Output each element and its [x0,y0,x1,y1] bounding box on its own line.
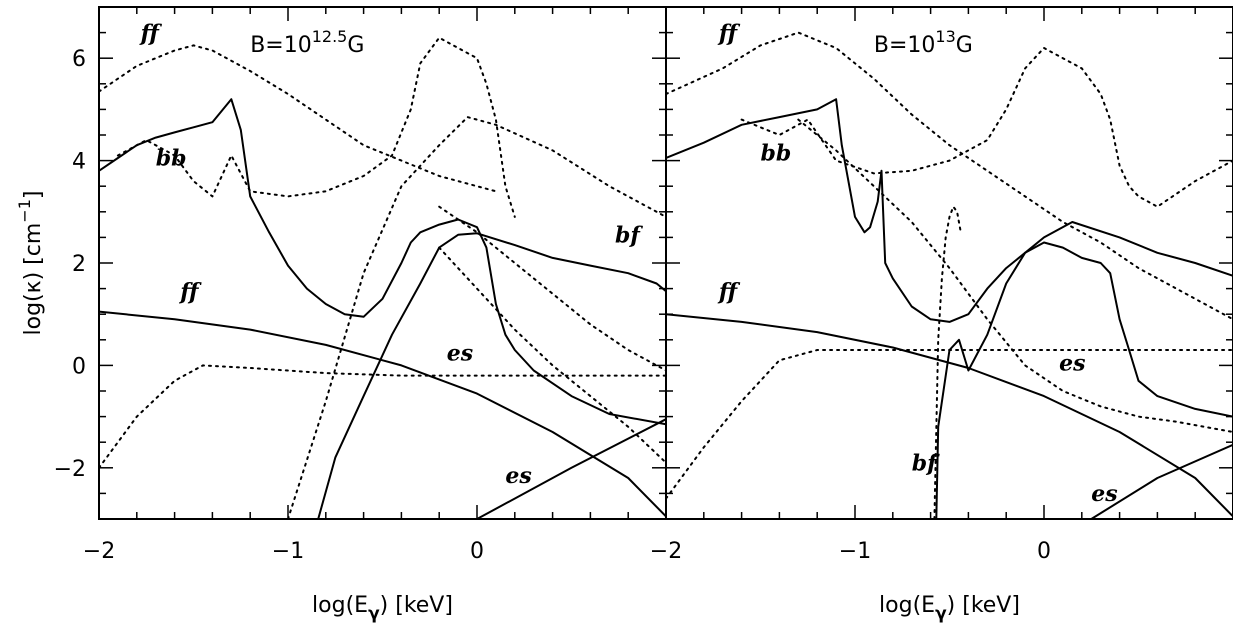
series-line-4 [666,31,1233,321]
series-line-2 [317,232,666,519]
x-tick-label: 0 [1037,539,1051,564]
curve-label-bb: bb [761,141,792,167]
y-tick-label: 2 [72,252,86,277]
y-tick-label: 4 [72,150,86,175]
series-line-0 [99,310,666,518]
curve-label-es: es [1091,481,1117,507]
curve-label-bf: bf [615,223,643,249]
x-tick-label: 0 [470,539,484,564]
plot-area [99,36,666,519]
x-tick-label: −1 [839,539,871,564]
curve-label-bf: bf [912,450,940,476]
series-line-1 [476,418,666,519]
right-panel: −2 −1 0 ff bb ff es bf es B=1013G log(Eγ) [keV] [650,6,1233,624]
series-line-1 [1090,443,1233,519]
series-line-3 [99,98,666,426]
left-panel: −2 −1 0 −2 0 2 4 6 ff bb bf ff es es B=1012.5G log(Eγ) … [15,6,667,624]
series-line-9 [99,364,666,469]
x-tick-label: −2 [83,539,115,564]
panel-title: B=1012.5G [250,27,364,58]
y-axis-label: log(κ) [cm−1] [15,191,46,336]
series-line-7 [438,205,666,372]
series-line-0 [666,313,1233,518]
series-line-6 [287,116,666,519]
series-line-6 [797,118,1233,433]
curve-label-es: es [1059,351,1085,377]
curve-label-es: es [505,463,531,489]
y-tick-label: −2 [54,457,86,482]
series-line-5 [116,36,516,218]
series-line-2 [935,221,1233,519]
panel-title: B=1013G [874,27,973,58]
curve-label-bb: bb [156,146,187,172]
x-axis-label: log(Eγ) [keV] [879,593,1020,624]
curve-label-ff: ff [178,279,202,305]
series-line-8 [666,349,1233,500]
series-line-3 [666,98,1233,418]
x-tick-label: −1 [272,539,304,564]
curve-label-ff: ff [717,279,741,305]
curve-label-ff: ff [139,20,163,46]
y-tick-label: 0 [72,354,86,379]
plot-frame [665,6,1233,520]
y-tick-label: 6 [72,47,86,72]
curve-label-es: es [447,340,473,366]
series-line-8 [438,246,666,464]
series-line-5 [740,47,1233,208]
curve-label-ff: ff [717,20,741,46]
plot-area [666,31,1233,519]
x-axis-label: log(Eγ) [keV] [312,593,453,624]
series-line-7 [933,205,962,519]
x-tick-label: −2 [650,539,682,564]
